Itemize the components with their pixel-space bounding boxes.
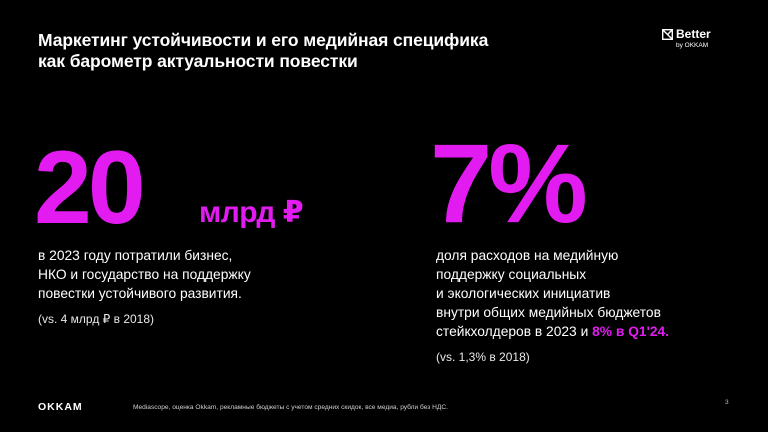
right-desc-line-5: стейкхолдеров в 2023 и 8% в Q1'24. [436, 322, 736, 341]
left-stat-value: 20 [34, 130, 146, 246]
brand-name: Better [676, 27, 711, 41]
left-stat-description: в 2023 году потратили бизнес, НКО и госу… [38, 246, 368, 303]
brand-subtitle: by OKKAM [676, 42, 709, 49]
page-number: 3 [725, 399, 729, 406]
right-desc-highlight: 8% в Q1'24. [592, 324, 670, 339]
left-desc-line-2: НКО и государство на поддержку [38, 267, 251, 282]
box-x-icon [662, 29, 673, 40]
right-desc-line-2: поддержку социальных [436, 267, 587, 282]
right-stat-note: (vs. 1,3% в 2018) [436, 350, 530, 364]
footer-source: Mediascope, оценка Okkam, рекламные бюдж… [133, 404, 448, 411]
right-stat-description: доля расходов на медийную поддержку соци… [436, 246, 736, 341]
left-desc-line-1: в 2023 году потратили бизнес, [38, 248, 233, 263]
left-stat-note: (vs. 4 млрд ₽ в 2018) [38, 312, 155, 326]
footer-logo: OKKAM [38, 401, 83, 413]
right-stat-value: 7% [430, 121, 588, 246]
slide-title: Маркетинг устойчивости и его медийная сп… [38, 30, 598, 72]
left-desc-line-3: повестки устойчивого развития. [38, 286, 242, 301]
slide-title-line-1: Маркетинг устойчивости и его медийная сп… [38, 30, 489, 50]
right-desc-line-5-prefix: стейкхолдеров в 2023 и [436, 324, 593, 339]
right-desc-line-1: доля расходов на медийную [436, 248, 619, 263]
slide-title-line-2: как барометр актуальности повестки [38, 51, 358, 71]
right-desc-line-3: и экологических инициатив [436, 286, 611, 301]
left-stat-unit: млрд ₽ [199, 196, 304, 229]
right-desc-line-4: внутри общих медийных бюджетов [436, 305, 661, 320]
brand-logo: Better by OKKAM [662, 28, 732, 50]
